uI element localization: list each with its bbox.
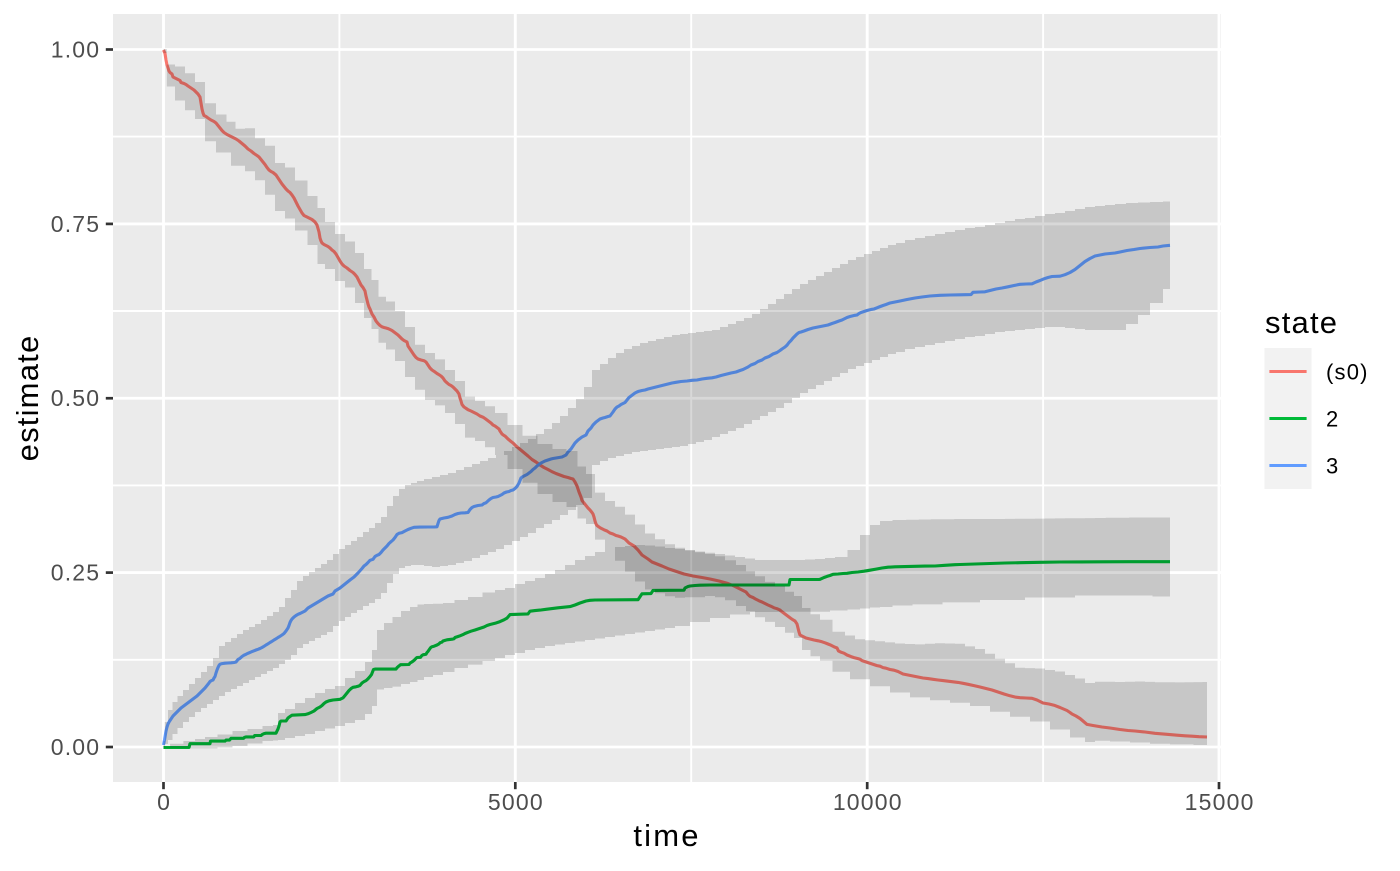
svg-text:2: 2	[1326, 406, 1339, 431]
svg-text:(s0): (s0)	[1326, 359, 1369, 384]
svg-text:0: 0	[157, 789, 171, 815]
svg-text:3: 3	[1326, 453, 1339, 478]
svg-text:time: time	[633, 818, 700, 853]
svg-text:0.00: 0.00	[51, 734, 101, 760]
svg-text:0.75: 0.75	[51, 211, 101, 237]
svg-text:state: state	[1265, 305, 1338, 340]
svg-text:5000: 5000	[488, 789, 544, 815]
svg-text:0.50: 0.50	[51, 385, 101, 411]
svg-text:0.25: 0.25	[51, 560, 101, 586]
svg-text:10000: 10000	[833, 789, 903, 815]
svg-text:1.00: 1.00	[51, 36, 101, 62]
svg-text:estimate: estimate	[10, 335, 45, 462]
svg-text:15000: 15000	[1185, 789, 1255, 815]
